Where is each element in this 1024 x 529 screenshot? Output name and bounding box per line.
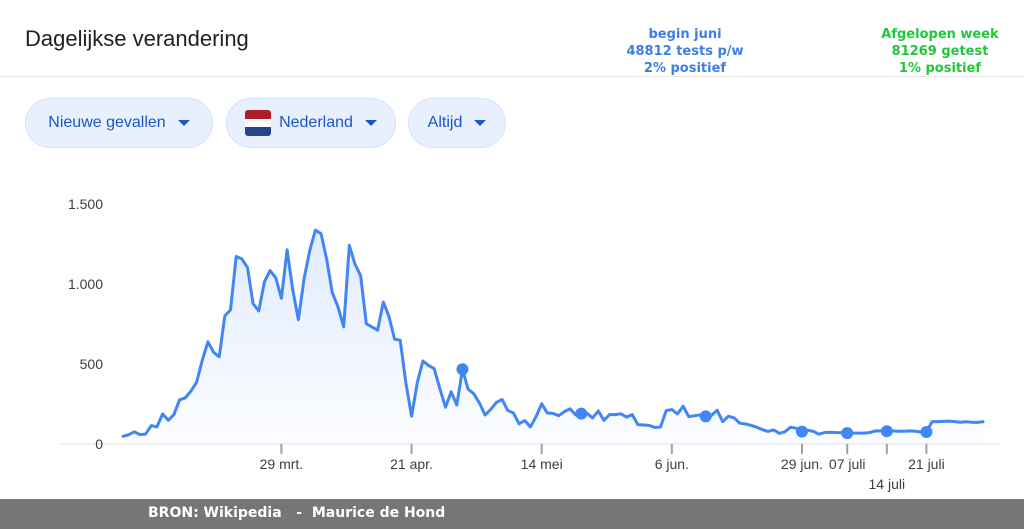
data-point-marker	[920, 426, 933, 438]
footer-bar: BRON: Wikipedia - Maurice de Hond	[0, 499, 1024, 529]
x-tick-label: 6 jun.	[655, 456, 689, 472]
note-begin-juni: begin juni 48812 tests p/w 2% positief	[610, 26, 760, 77]
chevron-down-icon	[364, 120, 377, 126]
data-point-marker	[699, 410, 712, 423]
y-tick-label: 1.500	[68, 196, 103, 212]
note-line: 81269 getest	[891, 44, 989, 59]
metric-dropdown[interactable]: Nieuwe gevallen	[25, 98, 213, 148]
data-point-marker	[575, 407, 588, 420]
netherlands-flag-icon	[245, 110, 272, 136]
note-afgelopen-week: Afgelopen week 81269 getest 1% positief	[860, 26, 1020, 77]
x-tick-label: 14 juli	[869, 476, 906, 492]
note-line: begin juni	[648, 27, 722, 42]
x-tick-label: 14 mei	[521, 456, 563, 472]
note-line: 1% positief	[898, 61, 982, 76]
data-point-marker	[795, 425, 808, 438]
header-divider	[0, 76, 1024, 77]
period-dropdown-label: Altijd	[427, 114, 463, 131]
data-point-marker	[841, 427, 854, 440]
note-line: Afgelopen week	[881, 27, 999, 42]
x-tick-label: 07 juli	[829, 456, 866, 472]
series-line	[121, 228, 985, 438]
chevron-down-icon	[177, 120, 190, 126]
x-tick-label: 21 apr.	[390, 456, 433, 472]
x-tick-label: 21 juli	[908, 456, 945, 472]
x-tick-label: 29 jun.	[781, 456, 823, 472]
note-line: 48812 tests p/w	[626, 44, 744, 59]
country-dropdown-label: Nederland	[279, 114, 353, 131]
source-credit: BRON: Wikipedia - Maurice de Hond	[148, 505, 446, 521]
chevron-down-icon	[474, 120, 487, 126]
data-point-marker	[456, 363, 469, 376]
y-tick-label: 0	[95, 436, 103, 452]
daily-cases-chart: 0 500 1.000 1.500 29 mrt. 21 apr. 14 mei 6 jun.…	[60, 196, 1000, 492]
y-tick-label: 500	[80, 356, 104, 372]
page-title: Dagelijkse verandering	[25, 26, 249, 51]
period-dropdown[interactable]: Altijd	[408, 98, 506, 148]
note-line: 2% positief	[643, 61, 727, 76]
x-tick-label: 29 mrt.	[260, 456, 304, 472]
series-area	[123, 230, 983, 444]
data-point-marker	[880, 425, 893, 438]
metric-dropdown-label: Nieuwe gevallen	[48, 114, 166, 131]
y-tick-label: 1.000	[68, 276, 103, 292]
country-dropdown[interactable]: Nederland	[226, 98, 396, 148]
